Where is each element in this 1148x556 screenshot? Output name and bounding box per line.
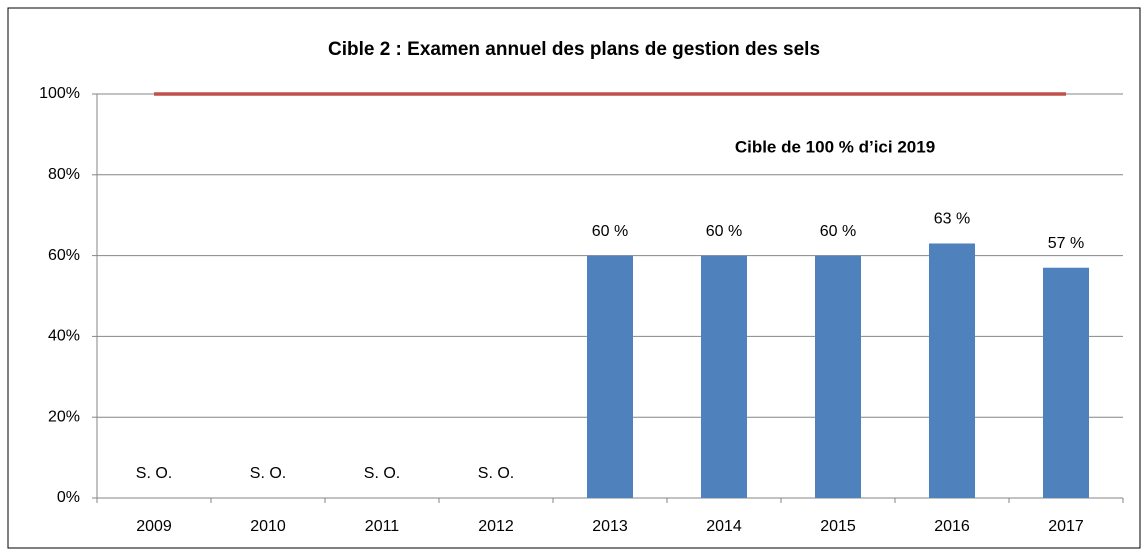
x-tick-label: 2012 (478, 518, 514, 535)
bar (1043, 267, 1089, 498)
x-tick-label: 2015 (820, 518, 856, 535)
y-tick-label: 60% (48, 247, 80, 264)
y-tick-label: 80% (48, 166, 80, 183)
x-tick-label: 2017 (1048, 518, 1084, 535)
value-label: S. O. (250, 465, 286, 482)
value-label: 60 % (820, 223, 856, 240)
x-tick-label: 2009 (136, 518, 172, 535)
x-tick-label: 2010 (250, 518, 286, 535)
value-label: 60 % (592, 223, 628, 240)
y-tick-label: 100% (39, 85, 80, 102)
y-tick-label: 40% (48, 328, 80, 345)
value-label: 60 % (706, 223, 742, 240)
x-tick-label: 2011 (365, 518, 400, 535)
value-label: 57 % (1048, 235, 1084, 252)
value-label: S. O. (364, 465, 400, 482)
y-tick-label: 20% (48, 408, 80, 425)
x-tick-label: 2016 (934, 518, 970, 535)
x-tick-label: 2014 (706, 518, 742, 535)
value-label: S. O. (136, 465, 172, 482)
x-tick-label: 2013 (592, 518, 628, 535)
target-label: Cible de 100 % d’ici 2019 (735, 137, 935, 156)
bar (587, 255, 633, 498)
value-label: S. O. (478, 465, 514, 482)
bar (929, 243, 975, 498)
y-tick-label: 0% (57, 489, 80, 506)
bar (815, 255, 861, 498)
value-label: 63 % (934, 211, 970, 228)
chart-title: Cible 2 : Examen annuel des plans de ges… (328, 39, 820, 60)
bar (701, 255, 747, 498)
